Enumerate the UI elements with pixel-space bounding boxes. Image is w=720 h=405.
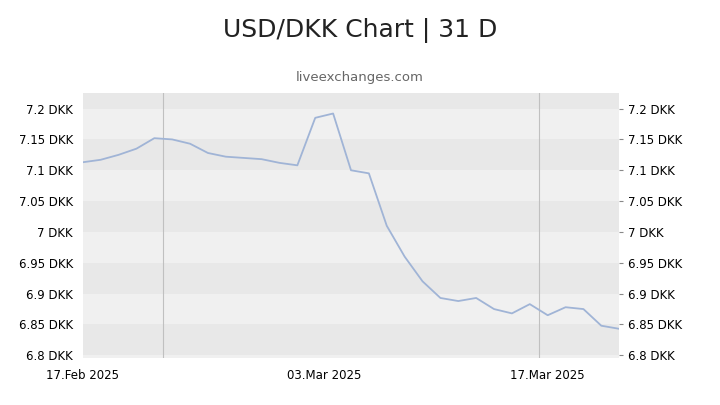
Bar [83, 232, 619, 263]
Bar [83, 201, 619, 232]
Bar [83, 109, 619, 139]
Bar [83, 170, 619, 201]
Bar [83, 139, 619, 170]
Bar [83, 78, 619, 109]
Bar [83, 324, 619, 355]
Bar [83, 263, 619, 294]
Bar [83, 294, 619, 324]
Text: USD/DKK Chart | 31 D: USD/DKK Chart | 31 D [222, 18, 498, 43]
Text: liveexchanges.com: liveexchanges.com [296, 71, 424, 84]
